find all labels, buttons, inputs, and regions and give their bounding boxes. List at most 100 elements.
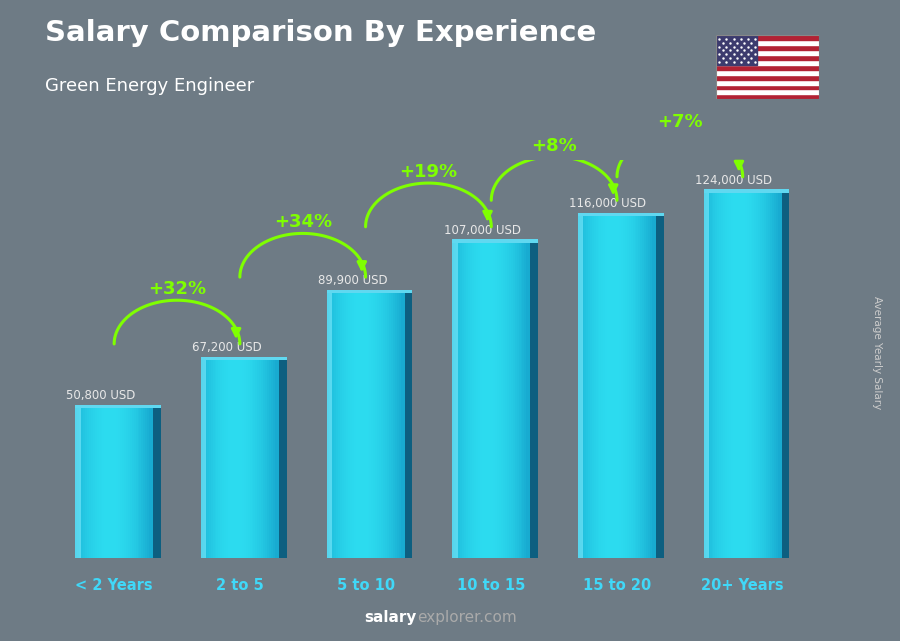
Bar bbox=[646, 216, 648, 558]
Bar bbox=[712, 193, 714, 558]
Bar bbox=[530, 243, 538, 558]
Bar bbox=[724, 193, 725, 558]
Bar bbox=[599, 216, 601, 558]
Text: Green Energy Engineer: Green Energy Engineer bbox=[45, 77, 254, 95]
Bar bbox=[379, 293, 382, 558]
Bar bbox=[222, 360, 224, 558]
Bar bbox=[476, 243, 478, 558]
Bar bbox=[619, 216, 621, 558]
Text: +8%: +8% bbox=[531, 137, 577, 154]
Text: Salary Comparison By Experience: Salary Comparison By Experience bbox=[45, 19, 596, 47]
Bar bbox=[94, 408, 96, 558]
Bar bbox=[591, 216, 594, 558]
Bar bbox=[466, 243, 468, 558]
Bar bbox=[453, 243, 454, 558]
Bar bbox=[116, 408, 118, 558]
Bar bbox=[704, 193, 706, 558]
Bar bbox=[525, 243, 526, 558]
Bar bbox=[636, 216, 638, 558]
Bar bbox=[89, 408, 91, 558]
Bar bbox=[634, 216, 636, 558]
Bar bbox=[508, 243, 511, 558]
Text: 20+ Years: 20+ Years bbox=[701, 578, 784, 592]
Bar bbox=[762, 193, 764, 558]
Bar bbox=[709, 193, 712, 558]
Text: 89,900 USD: 89,900 USD bbox=[318, 274, 387, 287]
Bar bbox=[110, 408, 112, 558]
Bar bbox=[751, 193, 752, 558]
Bar bbox=[590, 216, 591, 558]
Bar bbox=[263, 360, 266, 558]
Bar bbox=[594, 216, 596, 558]
Bar bbox=[261, 360, 263, 558]
Text: 124,000 USD: 124,000 USD bbox=[695, 174, 772, 187]
Bar bbox=[372, 293, 374, 558]
Bar bbox=[768, 193, 770, 558]
Bar bbox=[503, 243, 505, 558]
Bar bbox=[776, 193, 778, 558]
Text: 15 to 20: 15 to 20 bbox=[583, 578, 651, 592]
Bar bbox=[251, 360, 254, 558]
Bar bbox=[641, 216, 643, 558]
Bar bbox=[586, 216, 588, 558]
Bar bbox=[330, 293, 332, 558]
Bar bbox=[400, 293, 402, 558]
Bar bbox=[118, 408, 120, 558]
Bar bbox=[389, 293, 391, 558]
Bar bbox=[327, 293, 332, 558]
Bar bbox=[729, 193, 731, 558]
Bar bbox=[131, 408, 133, 558]
Bar bbox=[141, 408, 143, 558]
Bar bbox=[483, 243, 485, 558]
Text: salary: salary bbox=[364, 610, 417, 625]
Bar bbox=[153, 408, 161, 558]
Bar bbox=[393, 293, 395, 558]
Bar bbox=[493, 243, 495, 558]
Bar bbox=[387, 293, 389, 558]
Bar bbox=[716, 40, 819, 45]
Bar bbox=[518, 243, 520, 558]
Bar bbox=[391, 293, 393, 558]
Bar bbox=[462, 243, 464, 558]
Bar bbox=[717, 193, 719, 558]
Bar bbox=[248, 360, 249, 558]
Bar bbox=[101, 408, 103, 558]
Bar bbox=[654, 216, 656, 558]
Bar bbox=[236, 360, 238, 558]
Text: 10 to 15: 10 to 15 bbox=[457, 578, 526, 592]
Bar bbox=[266, 360, 267, 558]
Bar bbox=[606, 216, 608, 558]
Bar bbox=[598, 216, 599, 558]
Bar bbox=[609, 216, 611, 558]
Text: 2 to 5: 2 to 5 bbox=[216, 578, 264, 592]
Bar bbox=[733, 193, 735, 558]
Bar bbox=[128, 408, 130, 558]
Bar bbox=[224, 360, 226, 558]
Bar bbox=[240, 360, 242, 558]
Bar bbox=[108, 408, 110, 558]
Bar bbox=[626, 216, 629, 558]
Bar bbox=[513, 243, 515, 558]
Bar bbox=[511, 243, 513, 558]
Bar bbox=[749, 193, 751, 558]
Text: 107,000 USD: 107,000 USD bbox=[444, 224, 520, 237]
Bar bbox=[360, 293, 362, 558]
Bar bbox=[458, 243, 460, 558]
Bar bbox=[96, 408, 99, 558]
Bar bbox=[756, 193, 759, 558]
Bar bbox=[716, 79, 819, 85]
Bar bbox=[77, 408, 79, 558]
Bar bbox=[79, 408, 81, 558]
Bar bbox=[759, 193, 760, 558]
Bar bbox=[402, 293, 404, 558]
Text: +34%: +34% bbox=[274, 213, 332, 231]
Bar bbox=[766, 193, 768, 558]
Bar bbox=[364, 293, 365, 558]
Bar bbox=[367, 293, 370, 558]
Bar bbox=[491, 243, 493, 558]
Bar bbox=[623, 216, 625, 558]
Bar bbox=[327, 290, 412, 293]
Bar bbox=[337, 293, 338, 558]
Bar bbox=[747, 193, 749, 558]
Bar bbox=[741, 193, 742, 558]
